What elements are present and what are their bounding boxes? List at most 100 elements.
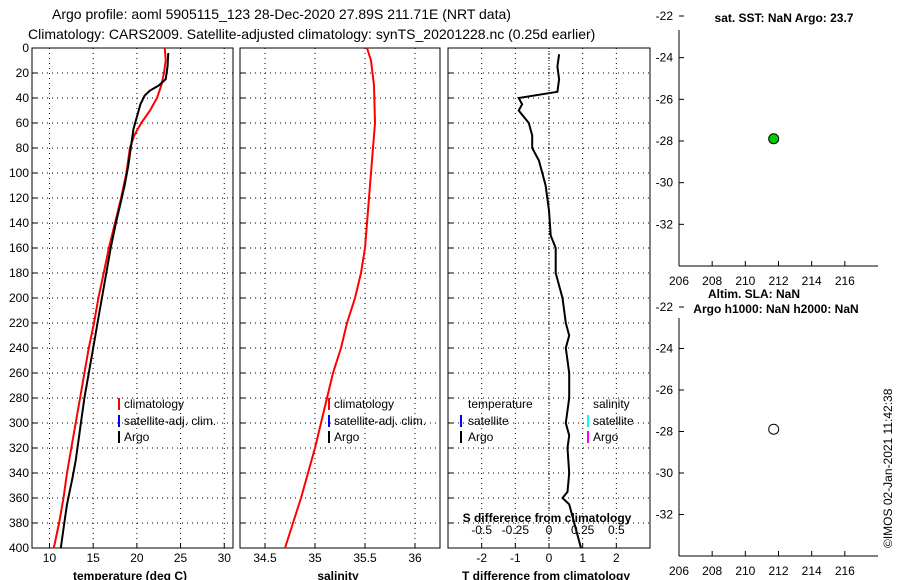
- sst-map-title: sat. SST: NaN Argo: 23.7: [715, 11, 854, 25]
- y-tick-label: 320: [9, 441, 29, 455]
- sla-map-ticks: 206 208 210 212 214 216 -22 -24 -26 -28 -30 -32: [656, 300, 856, 578]
- temperature-panel: 10 15 20 25 30020406080100120140160180200220…: [9, 41, 234, 580]
- x-tick-label: 30: [218, 551, 232, 565]
- x-tick-label: 208: [702, 564, 722, 578]
- top-x-tick-label: -0.5: [471, 523, 492, 537]
- y-tick-label: -30: [656, 466, 674, 480]
- y-tick-label: -28: [656, 425, 674, 439]
- x-tick-label: 0: [546, 551, 553, 565]
- y-tick-label: -28: [656, 134, 674, 148]
- y-tick-label: 160: [9, 241, 29, 255]
- y-tick-label: 300: [9, 416, 29, 430]
- y-tick-label: 340: [9, 466, 29, 480]
- top-x-tick-label: 0.5: [608, 523, 625, 537]
- top-x-tick-label: 0: [546, 523, 553, 537]
- x-tick-label: 214: [802, 564, 822, 578]
- legend-satellite-label: satellite-adj. clim.: [334, 414, 426, 428]
- legend-heading-temperature: temperature: [468, 397, 533, 411]
- y-tick-label: 140: [9, 216, 29, 230]
- difference-legend-salinity: salinity satellite Argo: [587, 397, 634, 444]
- x-tick-label: 15: [86, 551, 100, 565]
- x-tick-label: 10: [43, 551, 57, 565]
- x-tick-label: 2: [613, 551, 620, 565]
- x-tick-label: 1: [579, 551, 586, 565]
- legend-argo-label: Argo: [124, 430, 150, 444]
- legend-climatology-label: climatology: [334, 397, 394, 411]
- x-tick-label: 34.5: [253, 551, 277, 565]
- difference-lines: [517, 54, 582, 549]
- legend-heading-salinity: salinity: [593, 397, 630, 411]
- y-tick-label: 40: [16, 91, 30, 105]
- salinity-legend: climatology satellite-adj. clim. Argo: [328, 397, 426, 444]
- series-line-climatology: [52, 47, 167, 549]
- legend-argo-label: Argo: [468, 430, 494, 444]
- x-tick-label: 36: [408, 551, 422, 565]
- x-tick-label: 20: [130, 551, 144, 565]
- x-tick-label: 212: [768, 564, 788, 578]
- title-line-2: Climatology: CARS2009. Satellite-adjuste…: [28, 26, 595, 42]
- x-tick-label: 212: [768, 274, 788, 288]
- x-tick-label: 206: [669, 564, 689, 578]
- y-tick-label: -22: [656, 9, 674, 23]
- legend-satellite-label: satellite-adj. clim.: [124, 414, 216, 428]
- y-tick-label: 220: [9, 316, 29, 330]
- y-tick-label: 100: [9, 166, 29, 180]
- sla-map-title-line1: Altim. SLA: NaN: [708, 287, 800, 301]
- legend-climatology-label: climatology: [124, 397, 184, 411]
- y-tick-label: -26: [656, 383, 674, 397]
- profile-position-marker: [768, 133, 780, 145]
- y-tick-label: -24: [656, 342, 674, 356]
- imos-watermark: ©IMOS 02-Jan-2021 11:42:38: [881, 388, 895, 548]
- y-tick-label: -22: [656, 300, 674, 314]
- profile-position-marker: [768, 423, 780, 435]
- y-tick-label: 80: [16, 141, 30, 155]
- x-tick-label: 206: [669, 274, 689, 288]
- difference-grid: [448, 47, 650, 549]
- difference-xlabel: T difference from climatology: [462, 569, 630, 580]
- difference-legend-temperature: temperature satellite Argo: [460, 397, 533, 444]
- x-tick-label: -2: [476, 551, 487, 565]
- difference-ticks: -2 -1 0 1 2-0.5 -0.25 0 0.25 0.5: [448, 47, 625, 565]
- series-line-Argo: [59, 52, 170, 549]
- sla-map-panel: Altim. SLA: NaN Argo h1000: NaN h2000: N…: [656, 287, 878, 578]
- salinity-panel: 34.5 35 35.5 36 salinity climatology satell…: [239, 47, 441, 580]
- temperature-legend: climatology satellite-adj. clim. Argo: [118, 397, 216, 444]
- x-tick-label: 35: [308, 551, 322, 565]
- series-line-T-difference: [517, 54, 582, 549]
- x-tick-label: -1: [510, 551, 521, 565]
- y-tick-label: 380: [9, 516, 29, 530]
- sst-map-ticks: 206 208 210 212 214 216 -22 -24 -26 -28 -30 -32: [656, 9, 856, 288]
- temperature-xlabel: temperature (deg C): [73, 569, 187, 580]
- x-tick-label: 216: [835, 274, 855, 288]
- salinity-xlabel: salinity: [317, 569, 359, 580]
- y-tick-label: -32: [656, 508, 674, 522]
- salinity-ticks: 34.5 35 35.5 36: [240, 47, 422, 565]
- x-tick-label: 214: [802, 274, 822, 288]
- x-tick-label: 210: [735, 274, 755, 288]
- y-tick-label: 200: [9, 291, 29, 305]
- salinity-grid: [240, 47, 440, 549]
- y-tick-label: 400: [9, 541, 29, 555]
- y-tick-label: 260: [9, 366, 29, 380]
- sla-map-points: [768, 423, 780, 435]
- difference-top-label: S difference from climatology: [463, 511, 632, 525]
- temperature-ticks: 10 15 20 25 30020406080100120140160180200220…: [9, 41, 231, 565]
- y-tick-label: -26: [656, 92, 674, 106]
- y-tick-label: 180: [9, 266, 29, 280]
- legend-argo-label: Argo: [593, 430, 619, 444]
- legend-satellite-label: satellite: [593, 414, 634, 428]
- y-tick-label: 0: [22, 41, 29, 55]
- y-tick-label: -32: [656, 217, 674, 231]
- y-tick-label: 360: [9, 491, 29, 505]
- temperature-lines: [52, 47, 170, 549]
- x-tick-label: 210: [735, 564, 755, 578]
- title-line-1: Argo profile: aoml 5905115_123 28-Dec-20…: [52, 6, 511, 22]
- legend-satellite-label: satellite: [468, 414, 509, 428]
- y-tick-label: -24: [656, 51, 674, 65]
- y-tick-label: -30: [656, 176, 674, 190]
- y-tick-label: 240: [9, 341, 29, 355]
- x-tick-label: 25: [174, 551, 188, 565]
- y-tick-label: 60: [16, 116, 30, 130]
- sla-map-title-line2: Argo h1000: NaN h2000: NaN: [693, 302, 858, 316]
